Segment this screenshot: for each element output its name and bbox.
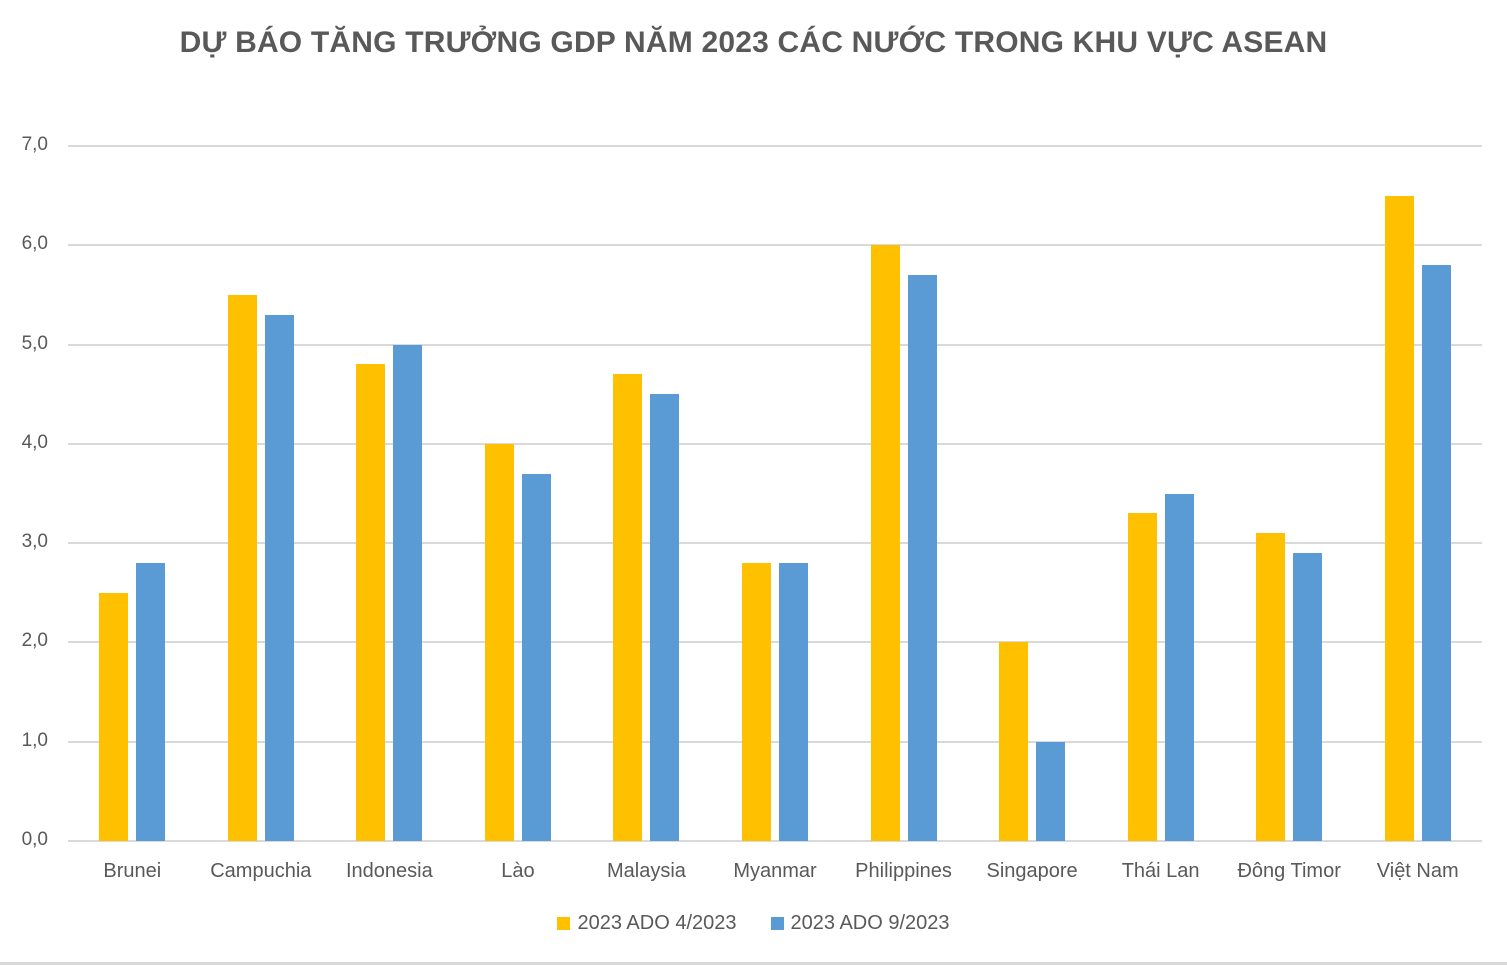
x-category-label: Lào (501, 860, 535, 882)
bar-ado-9-2023[interactable] (1421, 265, 1451, 841)
gridline (68, 740, 1482, 743)
gridline (68, 145, 1482, 147)
bar-ado-9-2023[interactable] (264, 314, 294, 841)
bar-ado-4-2023[interactable] (999, 642, 1029, 841)
gridline (68, 343, 1482, 346)
x-category-label: Việt Nam (1376, 860, 1459, 882)
x-category-label: Thái Lan (1121, 860, 1200, 882)
y-tick-label: 7,0 (21, 134, 48, 155)
bar-ado-4-2023[interactable] (742, 563, 771, 841)
bar-ado-4-2023[interactable] (613, 374, 643, 841)
legend-label: 2023 ADO 4/2023 (577, 912, 737, 934)
bar-ado-9-2023[interactable] (1164, 493, 1194, 841)
y-tick-label: 4,0 (21, 431, 48, 453)
bar-ado-4-2023[interactable] (1256, 533, 1286, 841)
gridline (68, 840, 1482, 842)
x-category-label: Myanmar (733, 860, 817, 882)
bar-ado-4-2023[interactable] (484, 443, 514, 841)
gridline (68, 641, 1482, 644)
legend: 2023 ADO 4/2023 2023 ADO 9/2023 (0, 912, 1507, 935)
bar-ado-4-2023[interactable] (870, 245, 900, 841)
bar-ado-9-2023[interactable] (1036, 741, 1066, 841)
bar-ado-9-2023[interactable] (393, 344, 423, 841)
legend-label: 2023 ADO 9/2023 (790, 912, 950, 934)
x-category-label: Brunei (103, 860, 162, 882)
x-category-label: Campuchia (210, 860, 312, 882)
gridline (68, 542, 1482, 545)
bar-ado-9-2023[interactable] (1293, 553, 1323, 841)
legend-swatch-yellow (557, 917, 571, 930)
bar-ado-9-2023[interactable] (521, 473, 551, 841)
bar-ado-9-2023[interactable] (779, 563, 808, 841)
bar-ado-9-2023[interactable] (650, 394, 680, 841)
bottom-border (0, 962, 1507, 965)
chart-title: DỰ BÁO TĂNG TRƯỞNG GDP NĂM 2023 CÁC NƯỚC… (179, 26, 1328, 59)
bar-ado-9-2023[interactable] (907, 275, 937, 841)
y-tick-label: 1,0 (21, 729, 48, 751)
y-tick-label: 2,0 (21, 630, 48, 652)
x-category-label: Philippines (855, 860, 952, 882)
y-tick-label: 3,0 (21, 531, 48, 553)
y-tick-label: 0,0 (21, 829, 48, 850)
x-category-label: Đông Timor (1237, 860, 1341, 882)
gridline (68, 244, 1482, 247)
bar-ado-4-2023[interactable] (1127, 513, 1157, 841)
bar-ado-4-2023[interactable] (227, 294, 257, 841)
bar-ado-4-2023[interactable] (1384, 195, 1414, 841)
x-category-label: Singapore (986, 860, 1078, 882)
x-category-label: Malaysia (606, 860, 686, 882)
gridline (68, 442, 1482, 445)
legend-item-ado-9-2023[interactable]: 2023 ADO 9/2023 (770, 912, 950, 935)
legend-swatch-blue (770, 917, 784, 930)
bar-ado-4-2023[interactable] (99, 592, 129, 841)
bar-ado-9-2023[interactable] (136, 563, 166, 841)
bar-ado-4-2023[interactable] (356, 364, 386, 841)
y-tick-label: 5,0 (21, 332, 48, 354)
y-tick-label: 6,0 (21, 233, 48, 255)
x-category-label: Indonesia (345, 860, 433, 882)
legend-item-ado-4-2023[interactable]: 2023 ADO 4/2023 (557, 912, 737, 935)
